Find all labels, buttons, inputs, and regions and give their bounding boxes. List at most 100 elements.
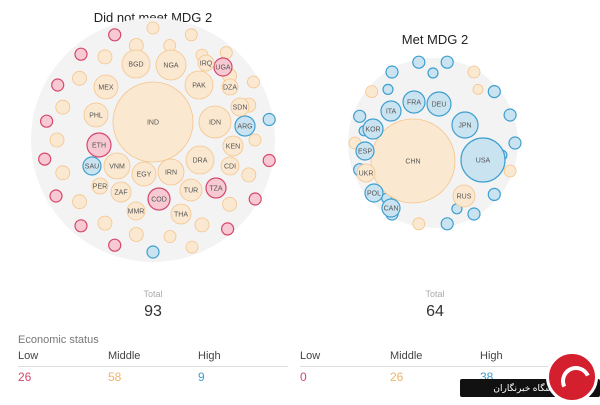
left-pack-bubble-20 [97, 49, 113, 65]
left-pack-bubble-nga-label: NGA [163, 63, 179, 70]
right-pack-bubble-0 [353, 109, 367, 123]
left-pack-bubble-uga-label: UGA [215, 65, 231, 72]
right-pack-bubble-ita [380, 100, 402, 122]
right-low: Low 0 [300, 350, 321, 384]
right-pack-bubble-4 [440, 55, 454, 69]
left-pack-bubble-19 [72, 70, 87, 86]
left-pack-bubble-vnm [103, 152, 131, 180]
right-pack-bubble-ukr [356, 163, 376, 183]
right-middle-label: Middle [390, 350, 423, 362]
right-pack-bubble-9 [503, 164, 517, 178]
left-pack-bubble-egy-label: EGY [137, 172, 152, 179]
right-low-label: Low [300, 350, 321, 362]
right-divider [300, 366, 550, 367]
left-pack-bubble-arg-label: ARG [237, 124, 252, 131]
left-pack-bubble-nga [155, 49, 187, 81]
left-pack-bubble-7 [247, 75, 260, 89]
watermark-logo-icon [546, 351, 598, 403]
right-pack-bubble-2 [385, 65, 399, 79]
right-bubble-pack: CHN USA JPN DEU FRA ITA KOR ESP UKR POL CAN RUS [348, 55, 522, 231]
right-pack-bubble-kor-label: KOR [365, 127, 380, 134]
left-pack-bubble-pak [184, 70, 214, 100]
left-pack-bubble-14 [108, 238, 122, 252]
right-pack-bubble-deu-label: DEU [432, 102, 447, 109]
left-pack-bubble-idn [198, 105, 232, 139]
right-middle-count: 26 [390, 370, 404, 384]
right-pack-bubble-6 [487, 84, 501, 99]
left-pack-bubble-per [91, 177, 109, 195]
right-pack-bubble-5 [467, 65, 481, 79]
right-pack-bubble-usa-label: USA [476, 158, 491, 165]
watermark-badge: باشگاه خبرنگاران [450, 345, 600, 405]
left-pack-bubble-ind-label: IND [147, 120, 159, 127]
left-pack-bubble-mmr [126, 201, 146, 221]
right-pack-bubble-esp-label: ESP [358, 149, 372, 156]
left-pack-bubble-tur [179, 178, 203, 202]
left-pack-bubble-ken [222, 135, 244, 157]
left-pack-bubble-mmr-label: MMR [128, 209, 145, 216]
left-pack-bubble-irn-label: IRN [165, 170, 177, 177]
right-pack-bubble-rus-label: RUS [457, 194, 472, 201]
left-pack-bubble-tza [205, 177, 227, 199]
right-pack-bubble-can-label: CAN [384, 206, 399, 213]
left-pack-bubble-26 [248, 133, 262, 147]
left-pack-bubble-17 [38, 152, 52, 166]
left-chart-title: Did not meet MDG 2 [94, 10, 213, 25]
right-pack-bubble-19 [382, 83, 394, 96]
left-pack-bubble-dra [185, 145, 215, 175]
right-high-label: High [480, 350, 503, 362]
left-pack-bubble-irn [157, 158, 185, 186]
left-pack-bubble-29 [194, 217, 210, 233]
left-pack-bubble-mex-label: MEX [98, 85, 114, 92]
left-bubble-pack: IND NGA BGD PAK IDN MEX PHL ETH VNM EGY IRN DRA COD T… [31, 18, 276, 262]
left-pack-bubble-27 [241, 167, 257, 183]
left-middle: Middle 58 [108, 350, 140, 384]
left-pack-bubble-30 [163, 230, 177, 243]
left-middle-count: 58 [108, 370, 122, 384]
right-pack-bubble-21 [472, 84, 484, 95]
left-pack-bubble-phl-label: PHL [89, 113, 103, 120]
left-pack-bubble-cdi-label: CDI [224, 164, 236, 171]
left-pack-bubble-phl [83, 102, 109, 128]
right-pack-bubble-kor [362, 118, 384, 140]
left-pack-bubble-tha [170, 203, 192, 225]
left-pack-bubble-tur-label: TUR [184, 188, 198, 195]
left-pack-bubble-4 [146, 21, 160, 35]
right-pack-bubble-pol-label: POL [367, 191, 381, 198]
right-middle: Middle 26 [390, 350, 423, 384]
right-pack-bubble-10 [487, 187, 501, 201]
left-pack-bubble-per-label: PER [93, 184, 107, 191]
right-total-label: Total [425, 289, 444, 299]
left-pack-bubble-dra-label: DRA [193, 158, 208, 165]
right-pack-bubble-chn [370, 118, 456, 204]
left-pack-bubble-irq-label: IRQ [200, 61, 213, 68]
right-total-value: 64 [426, 303, 444, 320]
left-pack-bubble-33 [72, 194, 87, 210]
left-pack-bubble-32 [97, 215, 113, 231]
right-pack-bubble-deu [426, 91, 452, 117]
left-high-label: High [198, 350, 221, 362]
left-pack-bubble-sau [82, 156, 102, 176]
left-divider [18, 366, 288, 367]
left-pack-bubble-16 [49, 189, 63, 203]
left-low-count: 26 [18, 370, 32, 384]
left-pack-bubble-35 [49, 132, 65, 148]
left-pack-bubble-tha-label: THA [174, 212, 188, 219]
left-pack-bubble-bgd-label: BGD [128, 62, 143, 69]
left-pack-bubble-18 [55, 99, 71, 115]
left-pack-bubble-mex [93, 74, 119, 100]
left-pack-bubble-egy [131, 161, 157, 187]
right-pack-bubble-1 [365, 85, 379, 98]
left-pack-bubble-cod-label: COD [151, 197, 167, 204]
left-pack-bubble-tza-label: TZA [209, 186, 223, 193]
left-pack-bubble-arg [234, 115, 256, 137]
left-pack-bubble-eth [86, 132, 112, 158]
left-pack-bubble-cdi [220, 156, 240, 176]
left-high: High 9 [198, 350, 221, 384]
left-pack-bubble-28 [222, 196, 238, 212]
left-pack-bubble-irq [197, 54, 215, 72]
left-pack-bubble-10 [248, 192, 262, 206]
right-pack-bubble-jpn [451, 111, 479, 139]
left-pack-bubble-sdn [230, 97, 250, 117]
